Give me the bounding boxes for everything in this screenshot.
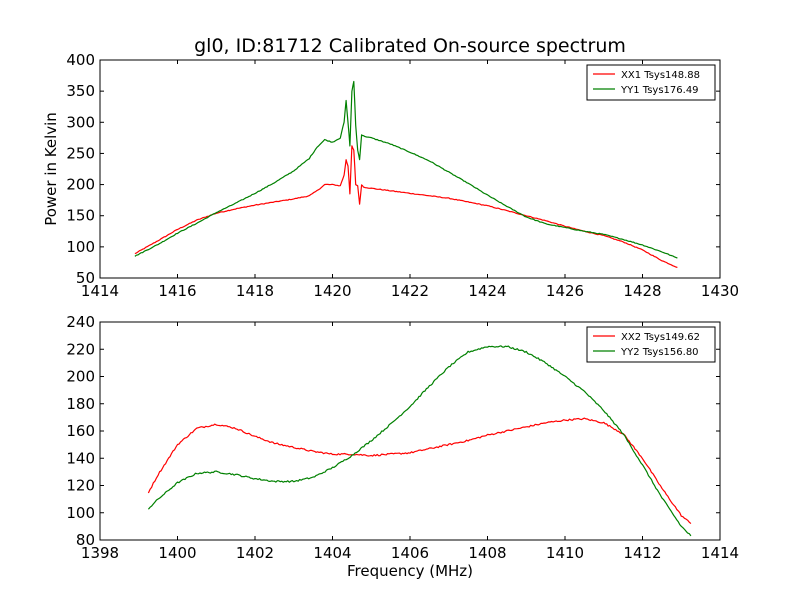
x-tick-label: 1414 [701,544,739,562]
x-tick-label: 1410 [546,544,584,562]
x-tick-label: 1430 [701,282,739,300]
y-tick-label: 120 [66,477,95,495]
x-axis-label: Frequency (MHz) [347,562,473,580]
y-tick-label: 200 [66,176,95,194]
x-tick-label: 1404 [313,544,351,562]
y-tick-label: 400 [66,51,95,69]
y-tick-label: 300 [66,113,95,131]
y-axis-label: Power in Kelvin [42,112,60,226]
legend-entry: XX2 Tsys149.62 [621,332,700,343]
y-tick-label: 240 [66,313,95,331]
x-tick-label: 1398 [81,544,119,562]
top-panel: 1414 1416 1418 1420 1422 1424 1426 1428 1430 50 10… [42,51,739,300]
chart-title: gl0, ID:81712 Calibrated On-source spect… [194,35,626,57]
x-tick-label: 1426 [546,282,584,300]
x-tick-label: 1412 [623,544,661,562]
y-tick-label: 220 [66,340,95,358]
x-tick-label: 1428 [623,282,661,300]
x-tick-label: 1422 [391,282,429,300]
series-line-2 [134,80,678,259]
x-tick-label: 1418 [236,282,274,300]
legend: XX1 Tsys148.88 YY1 Tsys176.49 [586,64,716,101]
x-tick-label: 1424 [468,282,506,300]
y-tick-label: 100 [66,238,95,256]
legend-box [586,326,716,363]
x-tick-label: 1414 [81,282,119,300]
y-tick-label: 100 [66,504,95,522]
y-tick-label: 200 [66,368,95,386]
series-line-1 [147,417,692,525]
bottom-panel: 1398 1400 1402 1404 1406 1408 1410 1412 1414 80 10… [66,313,739,562]
legend: XX2 Tsys149.62 YY2 Tsys156.80 [586,326,716,363]
y-tick-label: 180 [66,395,95,413]
x-tick-label: 1406 [391,544,429,562]
x-tick-label: 1420 [313,282,351,300]
x-tick-label: 1402 [236,544,274,562]
x-tick-label: 1400 [158,544,196,562]
legend-entry: YY1 Tsys176.49 [620,85,699,96]
y-tick-label: 160 [66,422,95,440]
y-tick-label: 150 [66,207,95,225]
y-tick-label: 350 [66,82,95,100]
y-tick-label: 140 [66,449,95,467]
y-tick-label: 80 [76,531,95,549]
legend-box [586,64,716,101]
y-tick-label: 50 [76,269,95,287]
legend-entry: XX1 Tsys148.88 [621,70,700,81]
y-tick-label: 250 [66,144,95,162]
legend-entry: YY2 Tsys156.80 [620,347,699,358]
x-tick-label: 1416 [158,282,196,300]
series-line-2 [147,345,692,537]
x-tick-label: 1408 [468,544,506,562]
